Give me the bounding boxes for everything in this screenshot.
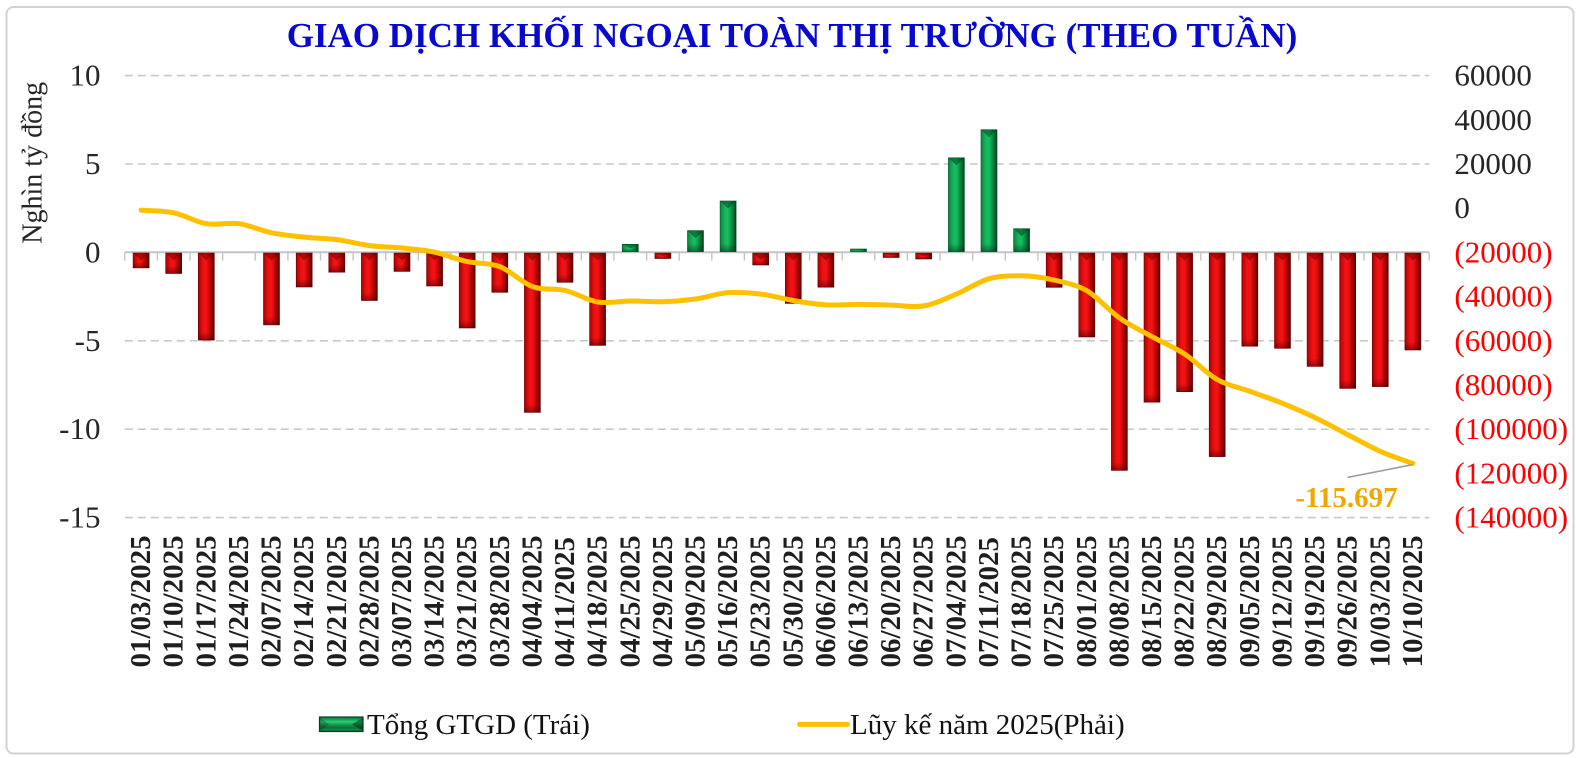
svg-text:40000: 40000 — [1454, 102, 1532, 137]
svg-text:06/06/2025: 06/06/2025 — [810, 535, 842, 667]
svg-text:10/03/2025: 10/03/2025 — [1364, 535, 1396, 667]
svg-text:10: 10 — [70, 58, 101, 93]
svg-text:03/14/2025: 03/14/2025 — [419, 535, 451, 667]
svg-text:01/17/2025: 01/17/2025 — [190, 535, 222, 667]
svg-text:-15: -15 — [59, 500, 100, 535]
svg-text:Nghìn tỷ đồng: Nghìn tỷ đồng — [18, 82, 49, 244]
svg-text:01/10/2025: 01/10/2025 — [158, 535, 190, 667]
svg-text:07/18/2025: 07/18/2025 — [1006, 535, 1038, 667]
svg-text:04/25/2025: 04/25/2025 — [614, 535, 646, 667]
svg-text:(100000): (100000) — [1454, 411, 1568, 446]
svg-text:(140000): (140000) — [1454, 500, 1568, 535]
svg-text:(20000): (20000) — [1454, 234, 1552, 269]
svg-text:(40000): (40000) — [1454, 279, 1552, 314]
svg-text:08/15/2025: 08/15/2025 — [1136, 535, 1168, 667]
svg-text:01/24/2025: 01/24/2025 — [223, 535, 255, 667]
svg-text:5: 5 — [85, 146, 101, 181]
svg-text:(120000): (120000) — [1454, 455, 1568, 490]
svg-text:08/22/2025: 08/22/2025 — [1169, 535, 1201, 667]
svg-text:05/30/2025: 05/30/2025 — [777, 535, 809, 667]
svg-text:03/07/2025: 03/07/2025 — [386, 535, 418, 667]
svg-text:09/26/2025: 09/26/2025 — [1332, 535, 1364, 667]
svg-text:03/28/2025: 03/28/2025 — [484, 535, 516, 667]
svg-text:01/03/2025: 01/03/2025 — [125, 535, 157, 667]
svg-text:0: 0 — [85, 234, 101, 269]
svg-text:06/13/2025: 06/13/2025 — [843, 535, 875, 667]
svg-text:05/16/2025: 05/16/2025 — [712, 535, 744, 667]
svg-text:0: 0 — [1454, 190, 1470, 225]
svg-text:08/01/2025: 08/01/2025 — [1071, 535, 1103, 667]
svg-text:-10: -10 — [59, 411, 100, 446]
svg-text:08/08/2025: 08/08/2025 — [1103, 535, 1135, 667]
svg-text:05/23/2025: 05/23/2025 — [745, 535, 777, 667]
svg-text:10/10/2025: 10/10/2025 — [1397, 535, 1429, 667]
svg-text:04/18/2025: 04/18/2025 — [582, 535, 614, 667]
svg-text:GIAO DỊCH KHỐI NGOẠI TOÀN THỊ: GIAO DỊCH KHỐI NGOẠI TOÀN THỊ TRƯỜNG (TH… — [287, 14, 1298, 55]
svg-text:07/04/2025: 07/04/2025 — [940, 535, 972, 667]
svg-text:04/11/2025: 04/11/2025 — [549, 537, 581, 668]
svg-text:(80000): (80000) — [1454, 367, 1552, 402]
svg-text:02/21/2025: 02/21/2025 — [321, 535, 353, 667]
svg-text:60000: 60000 — [1454, 58, 1532, 93]
svg-text:09/19/2025: 09/19/2025 — [1299, 535, 1331, 667]
svg-text:(60000): (60000) — [1454, 323, 1552, 358]
svg-text:07/25/2025: 07/25/2025 — [1038, 535, 1070, 667]
svg-text:06/27/2025: 06/27/2025 — [908, 535, 940, 667]
svg-text:06/20/2025: 06/20/2025 — [875, 535, 907, 667]
svg-text:02/07/2025: 02/07/2025 — [256, 535, 288, 667]
svg-text:Lũy kế năm 2025(Phải): Lũy kế năm 2025(Phải) — [850, 709, 1125, 741]
svg-text:04/04/2025: 04/04/2025 — [516, 535, 548, 667]
svg-text:09/05/2025: 09/05/2025 — [1234, 535, 1266, 667]
svg-text:-5: -5 — [75, 323, 101, 358]
svg-text:05/09/2025: 05/09/2025 — [680, 535, 712, 667]
svg-text:02/14/2025: 02/14/2025 — [288, 535, 320, 667]
svg-text:-115.697: -115.697 — [1295, 482, 1397, 514]
svg-text:09/12/2025: 09/12/2025 — [1267, 535, 1299, 667]
svg-text:07/11/2025: 07/11/2025 — [973, 537, 1005, 668]
svg-text:04/29/2025: 04/29/2025 — [647, 535, 679, 667]
svg-text:Tổng GTGD (Trái): Tổng GTGD (Trái) — [367, 709, 590, 741]
svg-text:20000: 20000 — [1454, 146, 1532, 181]
svg-text:03/21/2025: 03/21/2025 — [451, 535, 483, 667]
svg-text:08/29/2025: 08/29/2025 — [1201, 535, 1233, 667]
svg-text:02/28/2025: 02/28/2025 — [353, 535, 385, 667]
